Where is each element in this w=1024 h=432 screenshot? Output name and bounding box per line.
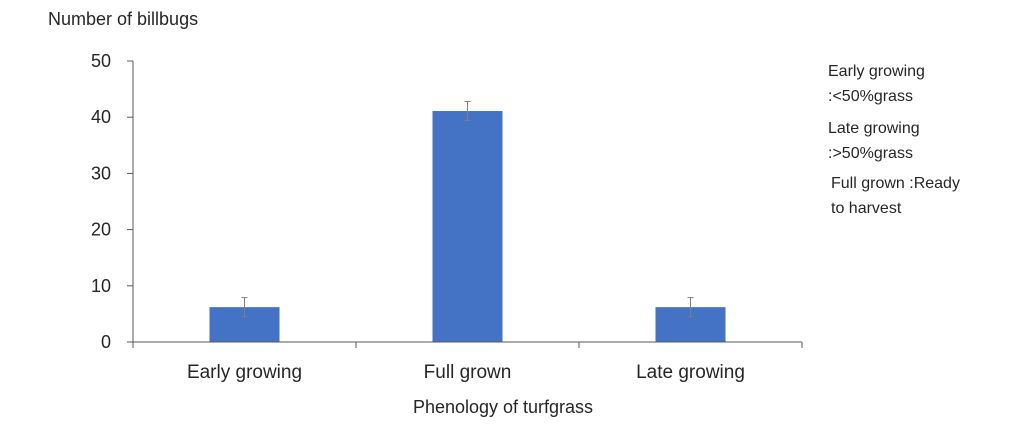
x-tick-label: Late growing: [636, 362, 745, 383]
bar: [432, 111, 503, 342]
annotations: Early growing :<50%grass Late growing :>50%…: [828, 63, 960, 217]
annotation-line: Early growing: [828, 63, 925, 80]
y-axis-label: Number of billbugs: [48, 9, 198, 29]
y-tick-label: 10: [91, 276, 111, 296]
y-tick-label: 50: [91, 51, 111, 71]
y-axis-ticks: 0 10 20 30 40 50: [91, 51, 133, 352]
annotation-line: to harvest: [831, 200, 902, 217]
error-bars: [241, 100, 694, 318]
y-tick-label: 40: [91, 107, 111, 127]
annotation-line: :<50%grass: [828, 88, 913, 105]
annotation-line: :>50%grass: [828, 145, 913, 162]
bars: [209, 111, 726, 342]
y-tick-label: 0: [101, 332, 111, 352]
y-tick-label: 20: [91, 220, 111, 240]
annotation-line: Late growing: [828, 120, 920, 137]
axes: [132, 61, 803, 348]
x-axis-label: Phenology of turfgrass: [413, 397, 593, 417]
y-tick-label: 30: [91, 163, 111, 183]
x-tick-label: Full grown: [424, 362, 512, 383]
category-labels: Early growing Full grown Late growing: [187, 362, 745, 383]
annotation-line: Full grown :Ready: [831, 175, 960, 192]
x-tick-label: Early growing: [187, 362, 302, 383]
